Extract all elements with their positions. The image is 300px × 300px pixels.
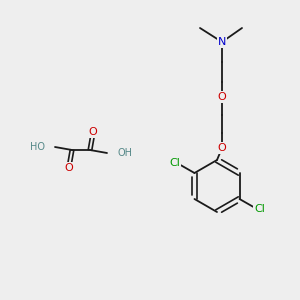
Text: O: O — [88, 127, 98, 137]
Text: Cl: Cl — [169, 158, 180, 168]
Text: Cl: Cl — [254, 204, 265, 214]
Text: OH: OH — [117, 148, 132, 158]
Text: O: O — [218, 92, 226, 102]
Text: O: O — [218, 143, 226, 153]
Text: O: O — [64, 163, 74, 173]
Text: N: N — [218, 37, 226, 47]
Text: HO: HO — [30, 142, 45, 152]
